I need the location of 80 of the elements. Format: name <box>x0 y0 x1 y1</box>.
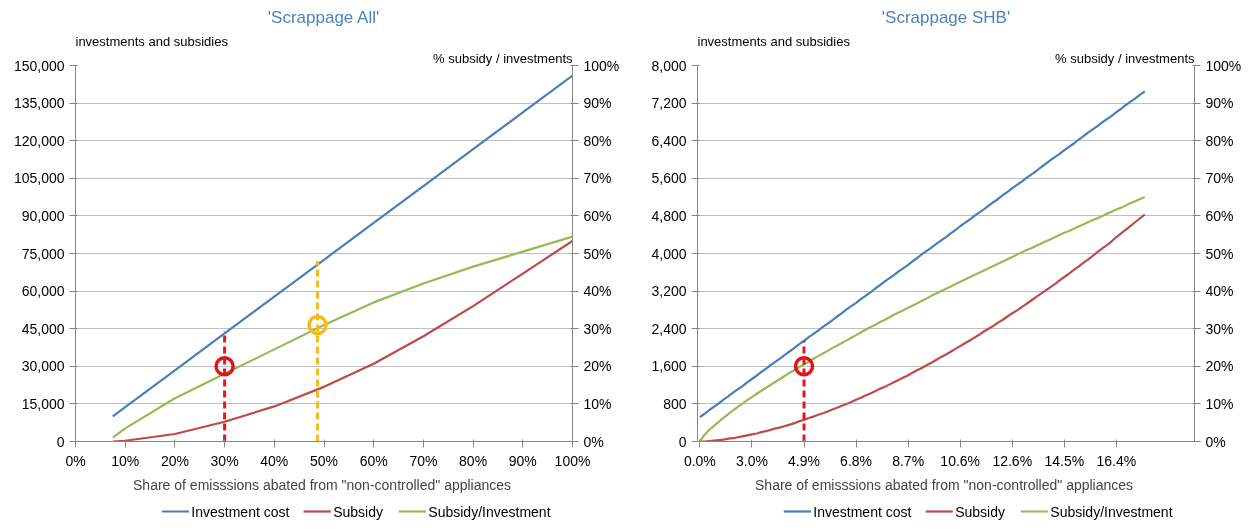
x-tick-label: 16.4% <box>1096 452 1137 469</box>
y2-tick-label: 90% <box>583 95 612 112</box>
x-tick-label: 12.6% <box>992 452 1033 469</box>
y-tick-label: 60,000 <box>21 283 65 300</box>
y2-tick-label: 0% <box>583 433 604 450</box>
x-tick-label: 10% <box>111 452 140 469</box>
y2-tick-label: 80% <box>583 132 612 149</box>
y2-tick-label: 10% <box>1205 395 1234 412</box>
x-tick-label: 70% <box>409 452 438 469</box>
y-tick-label: 5,600 <box>651 170 687 187</box>
y-tick-label: 0 <box>56 433 65 450</box>
x-tick-label: 8.7% <box>892 452 925 469</box>
legend-label: Subsidy/Investment <box>428 503 551 520</box>
y2-tick-label: 100% <box>1205 57 1242 74</box>
chart-title: 'Scrappage All' <box>267 7 380 27</box>
y2-tick-label: 20% <box>1205 358 1234 375</box>
legend-label: Subsidy <box>955 503 1005 520</box>
y-tick-label: 15,000 <box>21 395 65 412</box>
y-tick-label: 4,000 <box>651 245 687 262</box>
x-axis-title: Share of emisssions abated from "non-controlled" appliances <box>133 476 512 493</box>
y2-tick-label: 30% <box>583 320 612 337</box>
y2-axis-title: % subsidy / investments <box>1055 50 1195 66</box>
y-tick-label: 135,000 <box>13 95 65 112</box>
y-tick-label: 800 <box>663 395 687 412</box>
x-axis-title: Share of emisssions abated from "non-controlled" appliances <box>755 476 1134 493</box>
x-tick-label: 0% <box>65 452 86 469</box>
legend-label: Investment cost <box>813 503 912 520</box>
y2-tick-label: 30% <box>1205 320 1234 337</box>
y-tick-label: 45,000 <box>21 320 65 337</box>
y2-tick-label: 10% <box>583 395 612 412</box>
y2-tick-label: 90% <box>1205 95 1234 112</box>
y2-tick-label: 40% <box>583 283 612 300</box>
x-tick-label: 0.0% <box>683 452 716 469</box>
y-tick-label: 4,800 <box>651 207 687 224</box>
x-tick-label: 6.8% <box>840 452 873 469</box>
x-tick-label: 80% <box>459 452 488 469</box>
y2-axis-title: % subsidy / investments <box>433 50 573 66</box>
x-tick-label: 20% <box>160 452 189 469</box>
x-tick-label: 100% <box>554 452 591 469</box>
y2-tick-label: 60% <box>1205 207 1234 224</box>
y2-tick-label: 50% <box>583 245 612 262</box>
chart-title: 'Scrappage SHB' <box>881 7 1011 27</box>
y2-tick-label: 80% <box>1205 132 1234 149</box>
y-tick-label: 30,000 <box>21 358 65 375</box>
y2-tick-label: 70% <box>583 170 612 187</box>
y-tick-label: 75,000 <box>21 245 65 262</box>
legend-label: Subsidy/Investment <box>1050 503 1173 520</box>
x-tick-label: 4.9% <box>788 452 820 469</box>
y-tick-label: 120,000 <box>13 132 65 149</box>
line-series <box>111 74 573 418</box>
y2-tick-label: 20% <box>583 358 612 375</box>
y-tick-label: 90,000 <box>21 207 65 224</box>
x-tick-label: 10.6% <box>940 452 981 469</box>
y-tick-label: 1,600 <box>651 358 687 375</box>
y-axis-title: investments and subsidies <box>75 33 229 49</box>
x-tick-label: 60% <box>359 452 388 469</box>
y-tick-label: 0 <box>678 433 687 450</box>
y-tick-label: 7,200 <box>651 95 687 112</box>
y2-tick-label: 70% <box>1205 170 1234 187</box>
x-tick-label: 30% <box>210 452 239 469</box>
x-tick-label: 14.5% <box>1044 452 1085 469</box>
legend-label: Subsidy <box>333 503 383 520</box>
y-axis-title: investments and subsidies <box>697 33 851 49</box>
y-tick-label: 150,000 <box>13 57 65 74</box>
line-series <box>698 90 1146 419</box>
y-tick-label: 3,200 <box>651 283 687 300</box>
y-tick-label: 105,000 <box>13 170 65 187</box>
y-tick-label: 6,400 <box>651 132 687 149</box>
x-tick-label: 3.0% <box>735 452 768 469</box>
y2-tick-label: 0% <box>1205 433 1226 450</box>
y2-tick-label: 100% <box>583 57 620 74</box>
y-tick-label: 8,000 <box>651 57 687 74</box>
y2-tick-label: 60% <box>583 207 612 224</box>
x-tick-label: 50% <box>309 452 339 469</box>
legend-label: Investment cost <box>191 503 290 520</box>
y2-tick-label: 50% <box>1205 245 1234 262</box>
x-tick-label: 90% <box>508 452 537 469</box>
y-tick-label: 2,400 <box>651 320 687 337</box>
y2-tick-label: 40% <box>1205 283 1234 300</box>
x-tick-label: 40% <box>260 452 289 469</box>
